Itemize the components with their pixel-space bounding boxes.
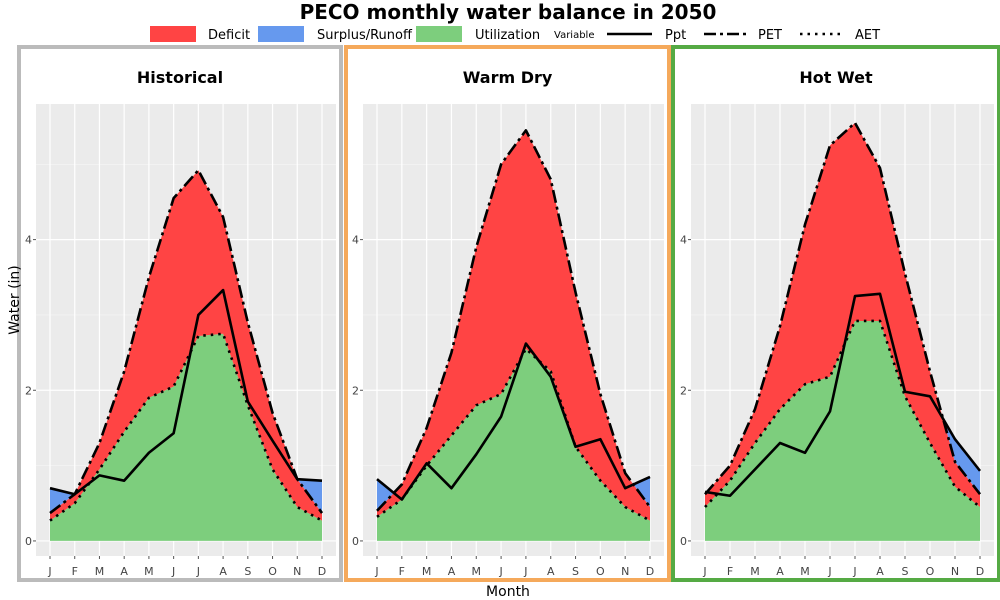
- x-tick-label: J: [827, 565, 831, 578]
- panel-hot-wet: Hot Wet 0 2 4 J F M A M J J A S O N D: [671, 45, 1000, 582]
- y-axis-label: Water (in): [7, 265, 23, 335]
- utilization-area-hot-wet: [705, 320, 980, 541]
- utilization-area-historical: [50, 333, 322, 541]
- x-tick-label: A: [547, 565, 555, 578]
- panel-title-historical: Historical: [137, 68, 223, 87]
- x-tick-label: S: [902, 565, 909, 578]
- x-tick-label: A: [776, 565, 784, 578]
- legend-swatch-utilization: [416, 26, 462, 42]
- x-tick-label: D: [646, 565, 654, 578]
- panel-title-warm-dry: Warm Dry: [463, 68, 553, 87]
- deficit-area-warm-dry: [377, 130, 650, 521]
- x-axis-label: Month: [486, 584, 530, 600]
- surplus-area-warm-dry: [633, 476, 650, 508]
- y-tick-label: 4: [25, 234, 32, 247]
- x-tick-label: M: [95, 565, 105, 578]
- x-tick-label: S: [244, 565, 251, 578]
- figure-title: PECO monthly water balance in 2050: [300, 0, 717, 24]
- pet-line-hot-wet: [704, 121, 982, 496]
- deficit-area-historical: [50, 170, 322, 521]
- legend-swatch-deficit: [150, 26, 196, 42]
- aet-line-warm-dry: [376, 347, 651, 522]
- x-tick-label: A: [219, 565, 227, 578]
- x-tick-label: J: [374, 565, 378, 578]
- ppt-line-warm-dry: [376, 342, 651, 501]
- panel-warm-dry: Warm Dry 0 2 4 J F M A M J J A S O N D: [344, 45, 671, 582]
- x-tick-label: M: [750, 565, 760, 578]
- x-tick-label: M: [800, 565, 810, 578]
- pet-line-historical: [49, 168, 324, 515]
- y-tick-label: 2: [352, 384, 359, 397]
- surplus-area-historical: [297, 479, 322, 514]
- panel-historical: Historical 0 2 4 J F M A M J J A S O N D: [17, 45, 343, 582]
- x-tick-label: D: [318, 565, 326, 578]
- legend-label-ppt: Ppt: [665, 28, 686, 43]
- surplus-area-warm-dry: [377, 479, 394, 511]
- y-tick-label: 4: [352, 234, 359, 247]
- y-tick-label: 4: [680, 234, 687, 247]
- x-tick-label: N: [621, 565, 629, 578]
- x-tick-label: O: [926, 565, 935, 578]
- x-tick-label: J: [171, 565, 175, 578]
- legend-label-surplus: Surplus/Runoff: [317, 28, 413, 43]
- x-tick-label: A: [120, 565, 128, 578]
- x-tick-label: D: [976, 565, 984, 578]
- x-tick-label: M: [472, 565, 482, 578]
- x-tick-label: O: [596, 565, 605, 578]
- x-tick-label: A: [448, 565, 456, 578]
- legend-label-deficit: Deficit: [208, 28, 250, 43]
- y-tick-label: 2: [25, 384, 32, 397]
- ppt-line-historical: [49, 288, 323, 496]
- legend-label-utilization: Utilization: [475, 28, 540, 43]
- deficit-area-hot-wet: [705, 122, 980, 508]
- x-tick-label: F: [727, 565, 733, 578]
- x-tick-label: J: [523, 565, 527, 578]
- x-tick-label: M: [144, 565, 154, 578]
- x-tick-label: F: [72, 565, 78, 578]
- x-tick-label: S: [572, 565, 579, 578]
- y-tick-label: 0: [352, 535, 359, 548]
- x-tick-label: J: [47, 565, 51, 578]
- x-tick-label: F: [399, 565, 405, 578]
- ppt-line-hot-wet: [704, 292, 982, 498]
- x-tick-label: N: [293, 565, 301, 578]
- legend-label-pet: PET: [758, 28, 782, 43]
- panel-title-hot-wet: Hot Wet: [799, 68, 873, 87]
- legend-swatch-surplus: [258, 26, 304, 42]
- y-tick-label: 2: [680, 384, 687, 397]
- utilization-area-warm-dry: [377, 348, 650, 541]
- panels: Historical 0 2 4 J F M A M J J A S O N D Warm Dry 0 2 4 J F M A…: [17, 45, 1000, 582]
- x-tick-label: M: [422, 565, 432, 578]
- pet-line-warm-dry: [376, 129, 652, 512]
- legend-label-aet: AET: [855, 28, 880, 43]
- x-tick-label: O: [268, 565, 277, 578]
- legend: Deficit Surplus/Runoff Utilization Varia…: [150, 26, 880, 43]
- y-tick-label: 0: [25, 535, 32, 548]
- x-tick-label: A: [876, 565, 884, 578]
- x-tick-label: J: [702, 565, 706, 578]
- legend-variable-title: Variable: [554, 30, 595, 41]
- x-tick-label: N: [951, 565, 959, 578]
- y-tick-label: 0: [680, 535, 687, 548]
- x-tick-label: J: [852, 565, 856, 578]
- surplus-area-hot-wet: [955, 439, 980, 495]
- x-tick-label: J: [498, 565, 502, 578]
- x-tick-label: J: [196, 565, 200, 578]
